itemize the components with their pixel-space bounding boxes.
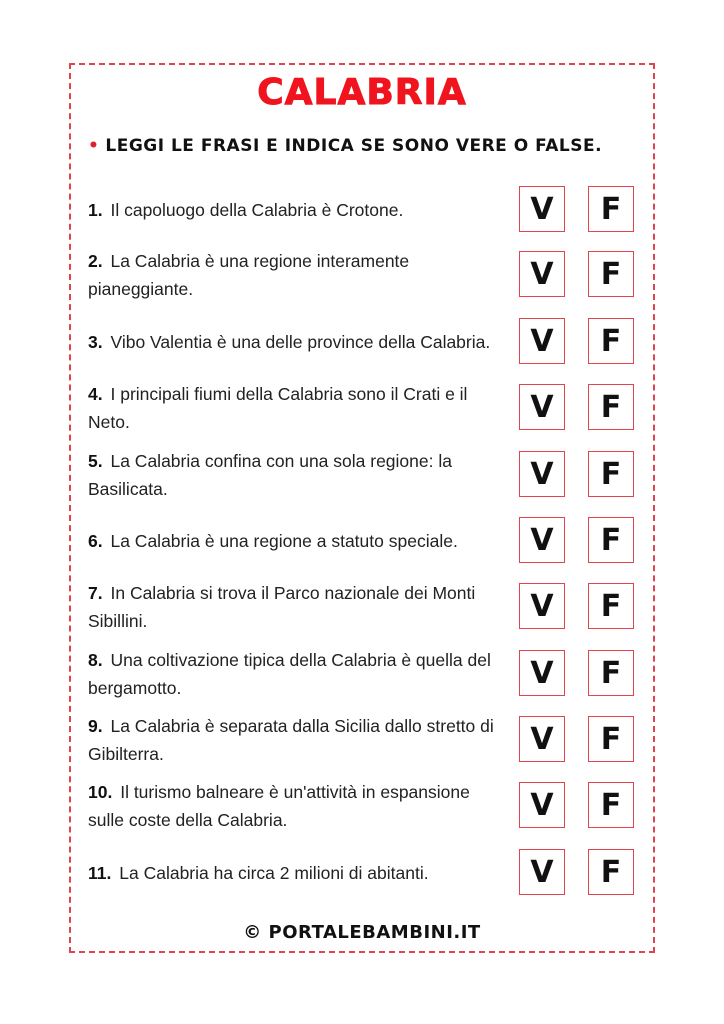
footer-copyright: © PORTALEBAMBINI.IT — [243, 922, 481, 943]
question-text: 9. La Calabria è separata dalla Sicilia … — [88, 712, 498, 768]
true-box[interactable]: V — [519, 650, 565, 696]
question-row: 4. I principali fiumi della Calabria son… — [88, 383, 688, 433]
question-statement: I principali fiumi della Calabria sono i… — [88, 384, 468, 432]
question-text: 5. La Calabria confina con una sola regi… — [88, 447, 498, 503]
question-row: 9. La Calabria è separata dalla Sicilia … — [88, 715, 688, 765]
true-box[interactable]: V — [519, 782, 565, 828]
true-box[interactable]: V — [519, 583, 565, 629]
true-box[interactable]: V — [519, 517, 565, 563]
instruction: • LEGGI LE FRASI E INDICA SE SONO VERE O … — [88, 136, 602, 156]
question-row: 1. Il capoluogo della Calabria è Crotone… — [88, 185, 688, 235]
false-box[interactable]: F — [588, 716, 634, 762]
instruction-text: LEGGI LE FRASI E INDICA SE SONO VERE O F… — [105, 136, 603, 156]
true-box[interactable]: V — [519, 251, 565, 297]
question-text: 8. Una coltivazione tipica della Calabri… — [88, 646, 498, 702]
question-text: 10. Il turismo balneare è un'attività in… — [88, 778, 498, 834]
question-row: 2. La Calabria è una regione interamente… — [88, 250, 688, 300]
question-number: 1. — [88, 200, 103, 220]
question-text: 2. La Calabria è una regione interamente… — [88, 247, 498, 303]
question-statement: La Calabria ha circa 2 milioni di abitan… — [119, 863, 429, 883]
question-number: 7. — [88, 583, 103, 603]
question-statement: La Calabria confina con una sola regione… — [88, 451, 452, 499]
true-box[interactable]: V — [519, 186, 565, 232]
question-statement: La Calabria è una regione interamente pi… — [88, 251, 410, 299]
question-statement: La Calabria è una regione a statuto spec… — [110, 531, 458, 551]
true-box[interactable]: V — [519, 849, 565, 895]
true-box[interactable]: V — [519, 384, 565, 430]
question-statement: Il turismo balneare è un'attività in esp… — [88, 782, 470, 830]
false-box[interactable]: F — [588, 782, 634, 828]
false-box[interactable]: F — [588, 251, 634, 297]
false-box[interactable]: F — [588, 384, 634, 430]
question-text: 4. I principali fiumi della Calabria son… — [88, 380, 498, 436]
false-box[interactable]: F — [588, 849, 634, 895]
question-row: 3. Vibo Valentia è una delle province de… — [88, 317, 688, 367]
false-box[interactable]: F — [588, 583, 634, 629]
question-number: 11. — [88, 863, 112, 883]
false-box[interactable]: F — [588, 318, 634, 364]
question-text: 6. La Calabria è una regione a statuto s… — [88, 527, 498, 555]
question-text: 3. Vibo Valentia è una delle province de… — [88, 328, 498, 356]
question-number: 10. — [88, 782, 113, 802]
bullet-icon: • — [88, 136, 100, 156]
question-statement: Il capoluogo della Calabria è Crotone. — [110, 200, 404, 220]
question-number: 3. — [88, 332, 103, 352]
question-text: 7. In Calabria si trova il Parco naziona… — [88, 579, 498, 635]
true-box[interactable]: V — [519, 318, 565, 364]
false-box[interactable]: F — [588, 650, 634, 696]
question-text: 11. La Calabria ha circa 2 milioni di ab… — [88, 859, 498, 887]
question-row: 11. La Calabria ha circa 2 milioni di ab… — [88, 848, 688, 898]
dashed-border — [69, 63, 655, 953]
question-row: 6. La Calabria è una regione a statuto s… — [88, 516, 688, 566]
true-box[interactable]: V — [519, 716, 565, 762]
false-box[interactable]: F — [588, 186, 634, 232]
question-number: 6. — [88, 531, 103, 551]
page-title: CALABRIA — [257, 72, 467, 114]
question-row: 5. La Calabria confina con una sola regi… — [88, 450, 688, 500]
question-number: 2. — [88, 251, 103, 271]
question-row: 7. In Calabria si trova il Parco naziona… — [88, 582, 688, 632]
false-box[interactable]: F — [588, 451, 634, 497]
question-number: 4. — [88, 384, 103, 404]
true-box[interactable]: V — [519, 451, 565, 497]
question-statement: La Calabria è separata dalla Sicilia dal… — [88, 716, 494, 764]
question-number: 8. — [88, 650, 103, 670]
question-statement: Una coltivazione tipica della Calabria è… — [88, 650, 491, 698]
question-statement: In Calabria si trova il Parco nazionale … — [88, 583, 476, 631]
question-row: 10. Il turismo balneare è un'attività in… — [88, 781, 688, 831]
question-text: 1. Il capoluogo della Calabria è Crotone… — [88, 196, 498, 224]
false-box[interactable]: F — [588, 517, 634, 563]
question-row: 8. Una coltivazione tipica della Calabri… — [88, 649, 688, 699]
question-number: 9. — [88, 716, 103, 736]
question-number: 5. — [88, 451, 103, 471]
question-statement: Vibo Valentia è una delle province della… — [110, 332, 491, 352]
